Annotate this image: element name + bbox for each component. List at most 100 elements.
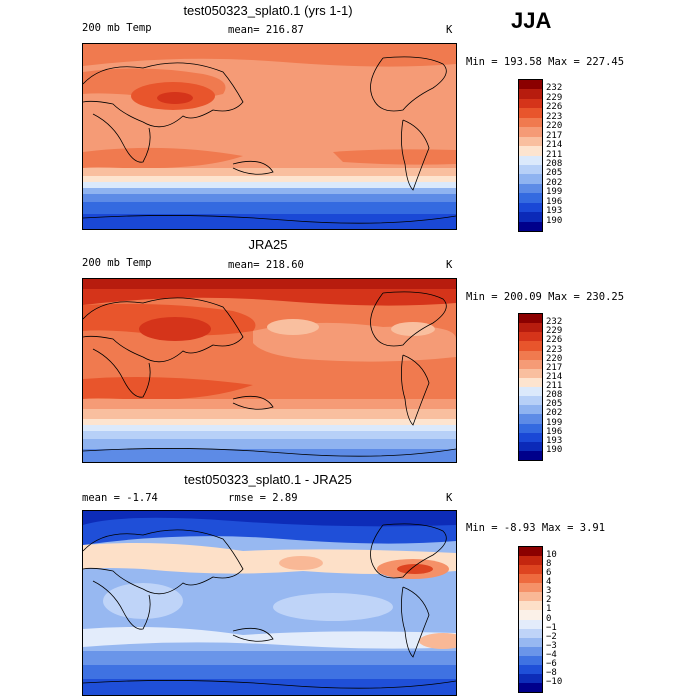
panel3-band-minus6	[83, 665, 456, 679]
colorbar-swatch	[519, 592, 542, 602]
colorbar-label: 199	[546, 417, 563, 428]
colorbar-label: 3	[546, 586, 552, 597]
season-label: JJA	[511, 8, 552, 33]
panel1-tibet-core	[157, 92, 193, 104]
colorbar-swatch	[519, 556, 542, 566]
colorbar-swatch	[519, 682, 542, 692]
colorbar-label: −1	[546, 622, 557, 633]
panel1-band-199	[83, 194, 456, 202]
colorbar-swatch	[519, 601, 542, 611]
panel2-variable-label: 200 mb Temp	[82, 257, 152, 269]
panel3-minmax: Min = -8.93 Max = 3.91	[466, 522, 606, 534]
colorbar-swatch	[519, 359, 542, 369]
colorbar-swatch	[519, 183, 542, 194]
panel2-mean-label: mean= 218.60	[228, 259, 304, 271]
panel1-units-label: K	[446, 24, 453, 36]
panel3-coastlines	[83, 523, 456, 689]
colorbar-swatch	[519, 350, 542, 360]
colorbar-swatch	[519, 117, 542, 128]
panel1-variable-label: 200 mb Temp	[82, 22, 152, 34]
colorbar-label: 1	[546, 604, 552, 615]
colorbar-swatch	[519, 136, 542, 147]
colorbar-label: 193	[546, 206, 563, 217]
panel2-band-199	[83, 449, 456, 462]
colorbar-label: 208	[546, 390, 563, 401]
colorbar-label: 214	[546, 140, 563, 151]
colorbar-swatch	[519, 387, 542, 397]
colorbar-label: 4	[546, 577, 552, 588]
panel3-map	[82, 510, 457, 696]
colorbar-swatch	[519, 637, 542, 647]
panel3-atlantic-warm-core	[397, 564, 433, 574]
panel2-map	[82, 278, 457, 463]
colorbar-swatch	[519, 332, 542, 342]
colorbar-label: −10	[546, 676, 563, 687]
colorbar-label: 226	[546, 102, 563, 113]
colorbar-label: 229	[546, 326, 563, 337]
colorbar-swatch	[519, 423, 542, 433]
colorbar-label: 232	[546, 83, 563, 94]
panel1-arctic-band	[83, 44, 456, 67]
colorbar-label: 223	[546, 344, 563, 355]
colorbar-swatch	[519, 80, 542, 90]
panel2-title: JRA25	[248, 237, 288, 252]
colorbar-swatch	[519, 193, 542, 203]
panel1-southern-subtropics	[83, 147, 243, 169]
colorbar-swatch	[519, 646, 542, 656]
panel3-pole-cold	[83, 511, 456, 527]
colorbar-label: 190	[546, 444, 563, 455]
panel3-south-atlantic-warm	[419, 633, 456, 649]
colorbar-label: 208	[546, 158, 563, 169]
colorbar-label: 232	[546, 317, 563, 328]
colorbar-swatch	[519, 377, 542, 387]
colorbar-swatch	[519, 547, 542, 557]
colorbar-swatch	[519, 655, 542, 665]
colorbar-swatch	[519, 664, 542, 674]
panel2-southern-subtropics	[83, 377, 253, 400]
colorbar-swatch	[519, 368, 542, 378]
panel1-mean-label: mean= 216.87	[228, 24, 304, 36]
colorbar-label: 223	[546, 111, 563, 122]
panel1-title: test050323_splat0.1 (yrs 1-1)	[183, 3, 353, 18]
panel2-band-205	[83, 431, 456, 439]
colorbar-label: 10	[546, 550, 557, 561]
colorbar-label: 196	[546, 196, 563, 207]
colorbar-swatch	[519, 450, 542, 460]
panel1-band-202	[83, 188, 456, 194]
colorbar-label: −4	[546, 649, 557, 660]
colorbar-label: 202	[546, 177, 563, 188]
colorbar-label: 199	[546, 187, 563, 198]
colorbar-swatch	[519, 212, 542, 222]
colorbar-label: 205	[546, 168, 563, 179]
colorbar-label: 220	[546, 353, 563, 364]
colorbar-swatch	[519, 610, 542, 620]
colorbar-label: 202	[546, 408, 563, 419]
panel1-minmax: Min = 193.58 Max = 227.45	[466, 56, 625, 68]
panel2-band-217	[83, 399, 456, 409]
panel2-arctic-band	[83, 279, 456, 289]
colorbar-swatch	[519, 405, 542, 415]
colorbar-label: 6	[546, 568, 552, 579]
panel3-southern-neutral	[83, 627, 456, 649]
panel3-indian-ocean	[103, 583, 183, 619]
panel1-southern-atlantic	[333, 149, 456, 165]
colorbar-label: 196	[546, 426, 563, 437]
panel3-band-minus4	[83, 651, 456, 665]
colorbar-swatch	[519, 574, 542, 584]
colorbar-label: 217	[546, 130, 563, 141]
panel3-title: test050323_splat0.1 - JRA25	[184, 472, 352, 487]
colorbar-swatch	[519, 314, 542, 324]
colorbar-swatch	[519, 619, 542, 629]
colorbar-label: −3	[546, 640, 557, 651]
panel2-tibet-high	[139, 317, 211, 341]
panel1-colorbar	[518, 79, 543, 232]
colorbar-label: 211	[546, 149, 563, 160]
panel3-rmse-label: rmse = 2.89	[228, 492, 298, 504]
colorbar-swatch	[519, 323, 542, 333]
colorbar-label: −8	[546, 667, 557, 678]
panel1-coastlines	[83, 56, 456, 224]
colorbar-label: −6	[546, 658, 557, 669]
colorbar-label: 0	[546, 613, 552, 624]
colorbar-label: 211	[546, 381, 563, 391]
colorbar-label: 226	[546, 335, 563, 346]
